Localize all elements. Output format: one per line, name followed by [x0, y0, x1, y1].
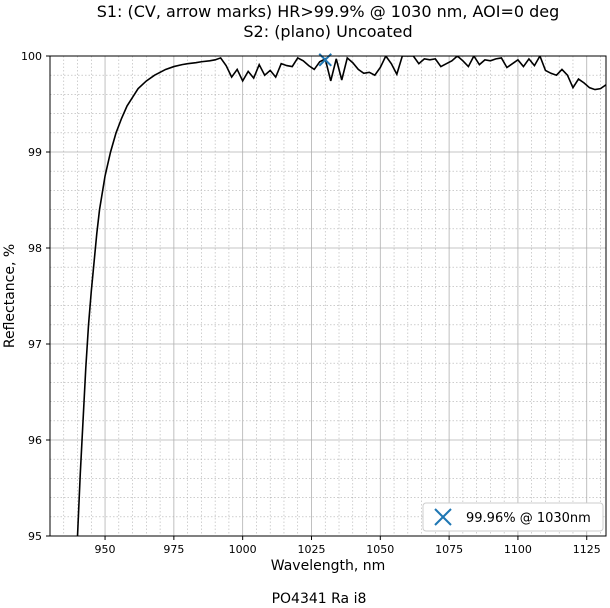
x-tick-label: 975 — [163, 543, 184, 556]
y-axis-label: Reflectance, % — [2, 244, 18, 348]
legend-marker-x — [434, 508, 452, 526]
y-tick-label: 99 — [28, 146, 42, 159]
chart-title-line2: S2: (plano) Uncoated — [243, 22, 412, 41]
legend-box — [422, 502, 604, 532]
legend-label: 99.96% @ 1030nm — [466, 511, 591, 526]
x-tick-label: 1075 — [435, 543, 463, 556]
grid — [49, 55, 606, 537]
legend-marker — [434, 508, 452, 526]
reflectance-series-line — [76, 56, 606, 536]
footer-text: PO4341 Ra i8 — [272, 591, 367, 607]
plot-frame — [49, 55, 607, 537]
x-tick-label: 1125 — [573, 543, 601, 556]
x-tick-label: 1100 — [504, 543, 532, 556]
x-axis-label: Wavelength, nm — [271, 558, 385, 574]
x-tick-label: 1025 — [297, 543, 325, 556]
legend: 99.96% @ 1030nm — [422, 502, 604, 532]
y-tick-label: 97 — [28, 338, 42, 351]
x-tick-label: 1050 — [366, 543, 394, 556]
chart-title-line1: S1: (CV, arrow marks) HR>99.9% @ 1030 nm… — [97, 2, 560, 21]
y-tick-label: 96 — [28, 434, 42, 447]
x-tick-label: 1000 — [229, 543, 257, 556]
y-tick-label: 98 — [28, 242, 42, 255]
axis-ticks: 950 975 1000 1025 1050 1075 1100 1125 95 96 97 98 99… — [21, 50, 601, 556]
y-tick-label: 100 — [21, 50, 42, 63]
y-tick-label: 95 — [28, 530, 42, 543]
x-tick-label: 950 — [95, 543, 116, 556]
